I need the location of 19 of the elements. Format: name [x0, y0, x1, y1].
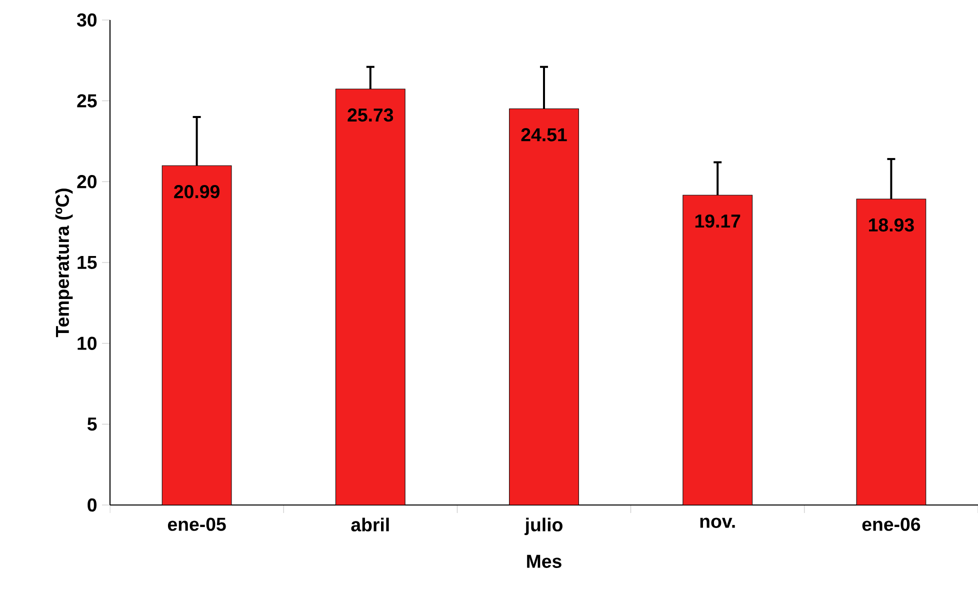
y-axis-title: Temperatura (ºC): [55, 188, 73, 338]
y-tick-label: 0: [88, 498, 97, 512]
y-tick-label: 5: [87, 418, 97, 431]
y-tick-label: 20: [77, 175, 97, 188]
x-axis-title: Mes: [527, 554, 562, 568]
x-tick-label: julio: [524, 518, 562, 536]
y-tick-label: 30: [76, 13, 97, 27]
data-label: 25.73: [348, 108, 394, 122]
data-label: 24.51: [521, 128, 567, 142]
y-tick-label: 15: [78, 256, 97, 270]
x-tick-label: abril: [351, 518, 389, 532]
y-tick-label: 10: [78, 336, 97, 350]
data-label: 19.17: [695, 214, 740, 228]
data-label: 20.99: [174, 185, 220, 198]
x-tick-label: nov.: [700, 518, 735, 528]
y-tick-label: 25: [77, 94, 97, 108]
x-tick-label: ene-06: [862, 518, 920, 531]
x-tick-label: ene-05: [168, 518, 226, 531]
data-label: 18.93: [869, 218, 914, 232]
